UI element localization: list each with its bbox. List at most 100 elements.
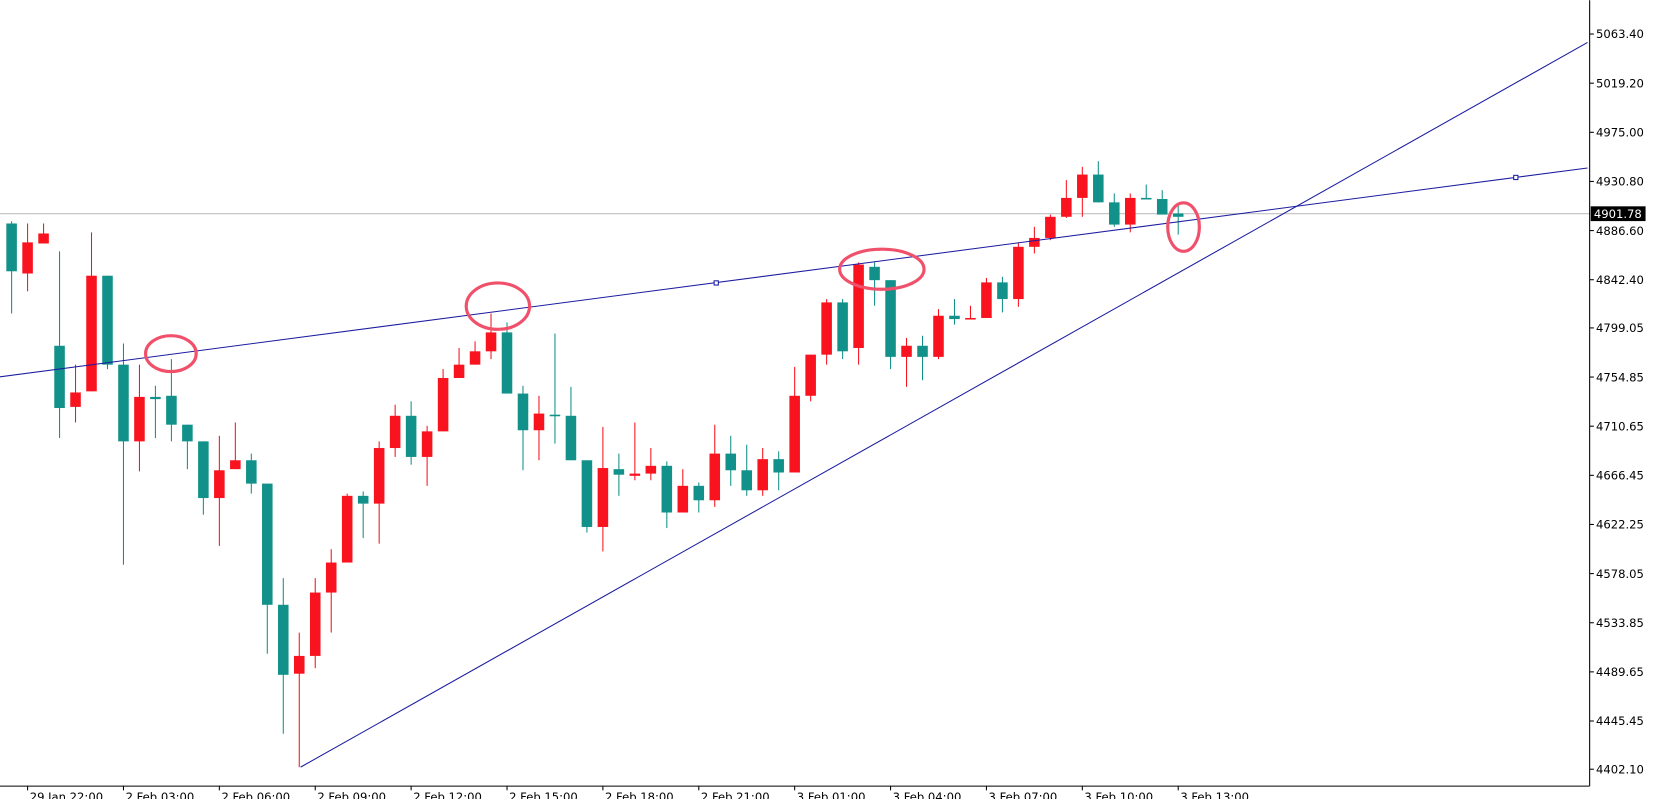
candle-body [1109, 202, 1120, 225]
x-tick-label: 29 Jan 22:00 [30, 790, 103, 799]
y-tick-label: 4842.40 [1596, 273, 1644, 287]
candle-body [437, 377, 449, 432]
candle-body [565, 415, 577, 461]
candle-body [1045, 216, 1056, 238]
candle-body [373, 448, 385, 504]
x-tick-label: 3 Feb 13:00 [1180, 790, 1249, 799]
candle-body [1029, 237, 1040, 247]
candle-body [645, 465, 657, 474]
candle-body [421, 431, 433, 457]
candle-body [533, 413, 545, 431]
candle-body [214, 470, 225, 499]
candle-body [102, 275, 113, 365]
candle-body [182, 424, 193, 442]
y-tick-label: 4886.60 [1596, 224, 1644, 238]
candle-body [1172, 213, 1184, 217]
candle-body [485, 332, 497, 352]
y-tick-label: 5063.40 [1596, 27, 1644, 41]
candle-body [405, 415, 417, 457]
candle-body [741, 470, 753, 491]
candle-body [293, 655, 305, 674]
candle-body [134, 396, 145, 442]
candle-body [789, 395, 800, 473]
candle-body [997, 282, 1008, 300]
x-tick-label: 2 Feb 03:00 [126, 790, 195, 799]
trendline [0, 167, 1588, 378]
candle-body [54, 345, 65, 409]
y-tick-label: 4533.85 [1596, 616, 1644, 630]
candle-body [805, 354, 816, 396]
x-tick-label: 2 Feb 06:00 [221, 790, 290, 799]
candle-body [230, 460, 241, 470]
candle-body [965, 317, 976, 320]
candle-body [933, 315, 944, 357]
highlight-ellipse [464, 281, 532, 331]
x-tick-label: 3 Feb 01:00 [797, 790, 866, 799]
candle-body [166, 395, 177, 425]
candle-body [981, 282, 992, 318]
candle-body [901, 345, 912, 357]
candle-body [885, 280, 896, 357]
candle-body [693, 485, 705, 501]
candle-body [198, 441, 209, 499]
candle-body [341, 495, 353, 563]
x-tick-label: 2 Feb 09:00 [317, 790, 386, 799]
current-price-label: 4901.78 [1594, 207, 1642, 221]
candle-body [469, 351, 481, 365]
candle-body [1061, 197, 1072, 217]
y-tick-label: 4578.05 [1596, 567, 1644, 581]
candle-body [1013, 246, 1024, 300]
candle-body [453, 364, 465, 378]
candle-body [389, 415, 401, 449]
trendline-handle [1513, 174, 1519, 181]
current-price-box [1590, 206, 1646, 222]
x-tick-label: 3 Feb 10:00 [1084, 790, 1153, 799]
candle-body [118, 364, 129, 442]
axes: 5063.40 5019.20 4975.00 4930.80 4886.60 4842.… [27, 27, 1646, 799]
candle-body [869, 266, 880, 281]
candle-body [581, 460, 593, 527]
x-tick-label: 2 Feb 15:00 [509, 790, 578, 799]
candle-body [278, 604, 289, 675]
candle-body [246, 460, 257, 484]
candle-body [629, 473, 641, 476]
candle-body [1077, 174, 1088, 198]
candle-body [262, 483, 273, 605]
y-tick-label: 4445.45 [1596, 714, 1644, 728]
candle-body [309, 592, 321, 656]
highlight-ellipse [1166, 201, 1201, 253]
candles [0, 161, 1590, 768]
candle-body [501, 332, 513, 394]
y-tick-label: 4622.25 [1596, 518, 1644, 532]
candle-body [6, 223, 17, 272]
x-tick-label: 2 Feb 18:00 [605, 790, 674, 799]
y-tick-label: 4710.65 [1596, 419, 1644, 433]
highlight-ellipse [143, 334, 198, 374]
y-tick-label: 4489.65 [1596, 665, 1644, 679]
candle-body [1093, 174, 1104, 203]
candle-body [1124, 197, 1136, 225]
candle-body [549, 414, 561, 417]
y-tick-label: 4799.05 [1596, 321, 1644, 335]
candle-body [949, 315, 960, 320]
candle-body [837, 302, 848, 352]
candle-body [773, 459, 784, 473]
x-tick-label: 3 Feb 07:00 [989, 790, 1058, 799]
candle-body [325, 562, 337, 593]
candle-body [1156, 199, 1168, 215]
candle-body [725, 453, 737, 471]
y-tick-label: 4754.85 [1596, 370, 1644, 384]
candle-body [613, 469, 625, 475]
candle-body [357, 495, 369, 504]
x-tick-label: 2 Feb 12:00 [413, 790, 482, 799]
candle-body [22, 242, 33, 274]
y-tick-label: 4402.10 [1596, 762, 1644, 776]
candle-body [70, 392, 81, 407]
candle-body [661, 465, 673, 513]
candle-body [917, 345, 928, 357]
candle-body [597, 468, 609, 527]
candle-body [86, 275, 97, 392]
y-tick-label: 4930.80 [1596, 175, 1644, 189]
